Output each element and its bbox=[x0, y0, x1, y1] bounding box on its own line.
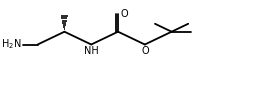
Text: O: O bbox=[141, 46, 149, 56]
Text: O: O bbox=[120, 9, 128, 19]
Text: H$_2$N: H$_2$N bbox=[1, 38, 22, 51]
Text: NH: NH bbox=[84, 46, 99, 56]
